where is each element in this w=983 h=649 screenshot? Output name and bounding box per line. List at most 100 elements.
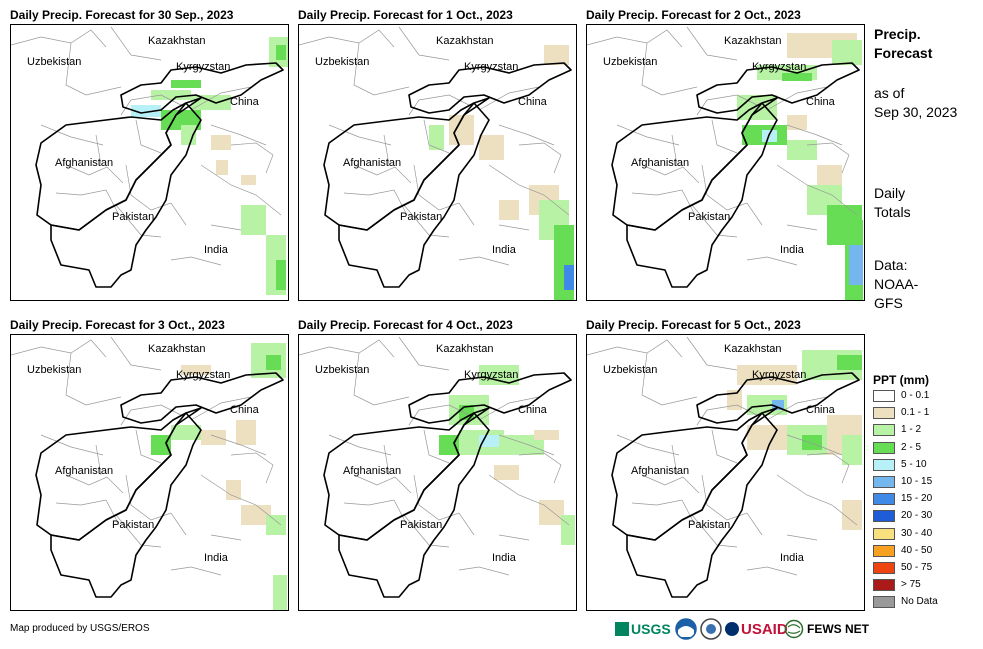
map-label-uzbekistan: Uzbekistan [27,56,82,68]
legend-label: 0.1 - 1 [901,407,930,419]
legend-title: PPT (mm) [873,373,930,387]
legend-label: No Data [901,596,938,608]
map-label-india: India [204,244,228,256]
legend-swatch [873,441,895,454]
legend-label: 1 - 2 [901,424,922,436]
side-data-line2: NOAA- [874,276,919,292]
panel-title: Daily Precip. Forecast for 1 Oct., 2023 [298,8,513,22]
footer-credit: Map produced by USGS/EROS [10,623,150,634]
usgs-wave-icon [615,622,629,636]
legend-swatch [873,527,895,540]
usaid-logo: USAID [725,617,788,641]
map-label-afghanistan: Afghanistan [631,157,690,169]
map-label-pakistan: Pakistan [400,211,443,223]
side-title-line2: Forecast [874,45,933,61]
map-label-kazakhstan: Kazakhstan [436,343,494,355]
legend-swatch [873,596,895,609]
legend-swatch [873,510,895,523]
precip-overlay [429,45,574,300]
precip-overlay [131,37,288,295]
map-label-uzbekistan: Uzbekistan [315,56,370,68]
map-label-afghanistan: Afghanistan [55,465,114,477]
legend-label: 5 - 10 [901,458,927,470]
precip-map-panel: Kazakhstan Uzbekistan Kyrgyzstan China A… [298,334,577,611]
precip-overlay [737,33,863,300]
dhs-seal-icon [700,617,722,641]
usaid-seal-icon [725,622,739,636]
map-label-uzbekistan: Uzbekistan [27,364,82,376]
legend-label: 50 - 75 [901,562,933,573]
precip-overlay [151,343,287,610]
map-label-kyrgyzstan: Kyrgyzstan [752,369,807,381]
map-label-uzbekistan: Uzbekistan [603,56,658,68]
legend-swatch [873,458,895,471]
noaa-logo-icon [675,617,697,641]
legend-label: 30 - 40 [901,527,933,539]
precip-map-panel: Kazakhstan Uzbekistan Kyrgyzstan China A… [10,334,289,611]
side-totals-line2: Totals [874,204,911,220]
side-data-line1: Data: [874,257,908,273]
fewsnet-logo: FEWS NET [784,617,869,641]
panel-title: Daily Precip. Forecast for 5 Oct., 2023 [586,318,801,332]
side-asof-line1: as of [874,85,905,101]
precip-map-panel: Kazakhstan Uzbekistan Kyrgyzstan China A… [10,24,289,301]
map-label-pakistan: Pakistan [112,519,155,531]
legend-swatch [873,579,895,592]
side-asof-line2: Sep 30, 2023 [874,104,958,120]
map-label-kyrgyzstan: Kyrgyzstan [176,61,231,73]
panel-title: Daily Precip. Forecast for 2 Oct., 2023 [586,8,801,22]
map-label-afghanistan: Afghanistan [343,465,402,477]
panel-title: Daily Precip. Forecast for 4 Oct., 2023 [298,318,513,332]
globe-icon [784,619,804,639]
map-label-kazakhstan: Kazakhstan [724,343,782,355]
map-label-kyrgyzstan: Kyrgyzstan [176,369,231,381]
precip-map-panel: Kazakhstan Uzbekistan Kyrgyzstan China A… [298,24,577,301]
map-label-kyrgyzstan: Kyrgyzstan [464,369,519,381]
map-label-china: China [806,404,835,416]
legend-swatch [873,493,895,506]
legend-label: 0 - 0.1 [901,390,930,401]
map-label-kyrgyzstan: Kyrgyzstan [752,61,807,73]
map-label-india: India [780,552,804,564]
map-label-india: India [780,244,804,256]
map-label-kazakhstan: Kazakhstan [436,35,494,47]
legend-label: 15 - 20 [901,493,933,505]
map-label-kyrgyzstan: Kyrgyzstan [464,61,519,73]
map-label-china: China [518,404,547,416]
map-label-afghanistan: Afghanistan [55,157,114,169]
map-label-china: China [230,96,259,108]
map-svg [299,336,575,598]
usgs-logo: USGS [615,617,671,641]
map-svg [11,26,288,295]
map-label-china: China [806,96,835,108]
panel-title: Daily Precip. Forecast for 30 Sep., 2023 [10,8,234,22]
map-svg [299,26,574,300]
map-svg [587,26,863,300]
legend-label: > 75 [901,579,921,591]
panel-title: Daily Precip. Forecast for 3 Oct., 2023 [10,318,225,332]
precip-map-panel: Kazakhstan Uzbekistan Kyrgyzstan China A… [586,24,865,301]
map-label-pakistan: Pakistan [400,519,443,531]
map-label-china: China [518,96,547,108]
legend-label: 10 - 15 [901,476,933,487]
map-label-india: India [492,244,516,256]
legend-label: 20 - 30 [901,510,933,522]
map-svg [11,336,287,610]
legend-swatch [873,390,895,402]
legend-swatch [873,544,895,557]
legend-swatch [873,476,895,488]
legend-label: 2 - 5 [901,441,922,453]
map-label-pakistan: Pakistan [112,211,155,223]
map-label-pakistan: Pakistan [688,211,731,223]
side-totals-line1: Daily [874,185,906,201]
map-label-afghanistan: Afghanistan [631,465,690,477]
legend-swatch [873,407,895,420]
map-label-china: China [230,404,259,416]
map-svg [587,336,862,598]
map-label-kazakhstan: Kazakhstan [148,343,206,355]
precip-map-panel: Kazakhstan Uzbekistan Kyrgyzstan China A… [586,334,865,611]
usgs-logo-text: USGS [631,621,671,637]
map-label-uzbekistan: Uzbekistan [315,364,370,376]
legend-label: 40 - 50 [901,544,933,556]
fewsnet-logo-text: FEWS NET [807,622,869,636]
